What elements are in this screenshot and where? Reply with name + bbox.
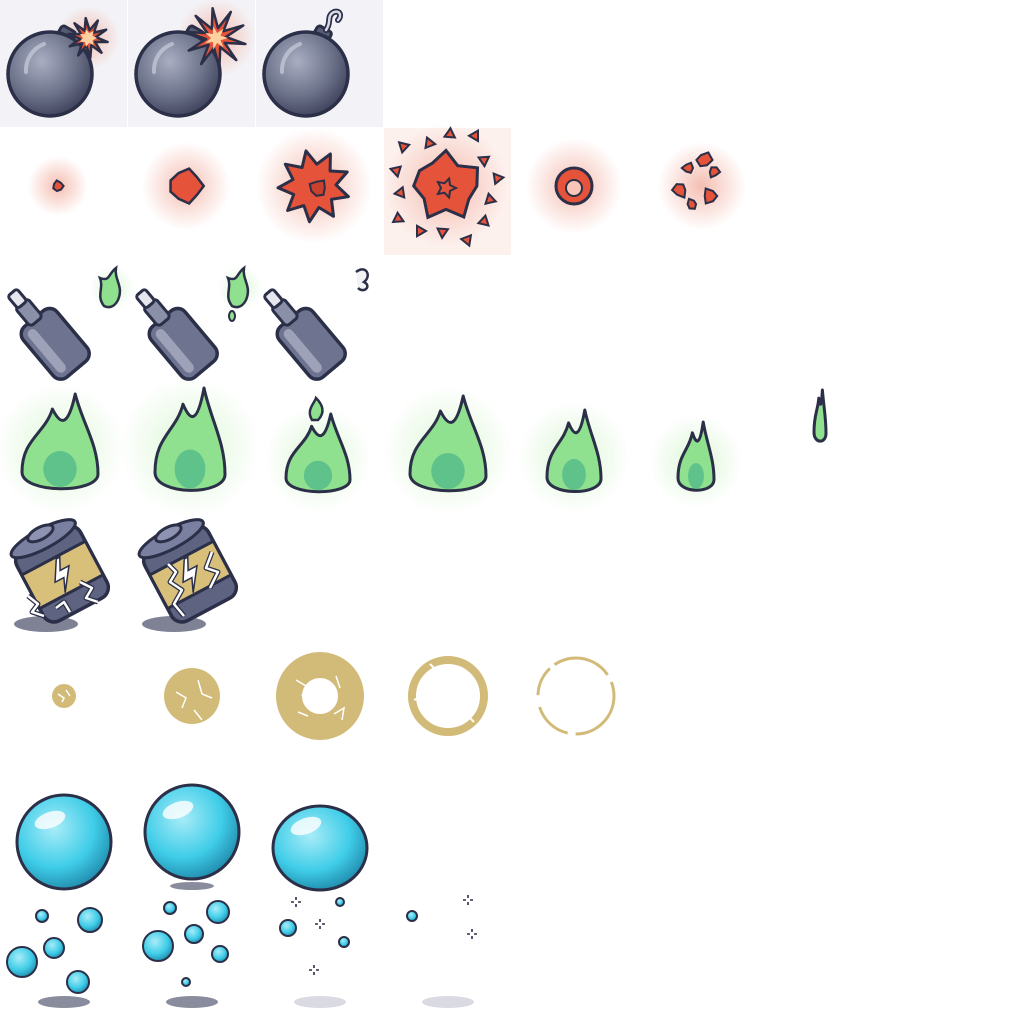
bomb-sprite (256, 0, 383, 127)
electric-ring-frame-4 (384, 640, 512, 768)
bubble-frame-1 (0, 768, 128, 896)
battery-sprite (137, 518, 239, 632)
bubble-pop-sprite (6, 907, 103, 1008)
green-fire-frame-1 (0, 384, 128, 514)
explosion-frame-4 (384, 124, 512, 256)
bubble-pop-frame-2 (128, 896, 256, 1024)
green-fire-frame-7 (768, 384, 896, 512)
electric-ring-sprite (52, 684, 76, 708)
explosion-sprite (384, 124, 511, 255)
electric-ring-frame-5 (512, 640, 640, 768)
bubble-pop-sprite (279, 897, 350, 1008)
green-fire-sprite (0, 384, 125, 514)
bomb-frame-3 (256, 0, 384, 128)
battery-sprite (9, 518, 111, 632)
acid-bottle-frame-1 (0, 256, 134, 384)
explosion-sprite (256, 128, 372, 244)
explosion-sprite (658, 142, 746, 230)
green-fire-frame-6 (640, 384, 768, 512)
green-fire-frame-2 (119, 377, 261, 518)
explosion-frame-2 (128, 128, 256, 256)
bubble-sprite (15, 793, 113, 891)
electric-ring-sprite (164, 668, 220, 724)
electric-ring-frame-1 (0, 640, 128, 768)
electric-ring-sprite (276, 652, 364, 740)
explosion-sprite (28, 156, 88, 216)
explosion-sprite (142, 142, 230, 230)
bomb-sprite (0, 0, 127, 127)
green-fire-sprite (649, 414, 743, 509)
green-fire-frame-4 (383, 384, 513, 516)
acid-bottle-frame-3 (256, 256, 384, 384)
explosion-frame-6 (640, 128, 768, 256)
bubble-pop-sprite (406, 895, 477, 1008)
bubble-pop-sprite (142, 900, 230, 1008)
battery-frame-2 (128, 512, 256, 640)
explosion-sprite (526, 138, 622, 234)
bomb-frame-1 (0, 0, 128, 128)
electric-ring-sprite (536, 656, 616, 736)
explosion-frame-3 (256, 128, 384, 256)
bubble-frame-3 (256, 768, 384, 896)
green-fire-frame-5 (512, 384, 640, 514)
electric-ring-sprite (408, 656, 488, 736)
green-fire-sprite (264, 395, 372, 513)
explosion-frame-1 (0, 128, 128, 256)
bomb-sprite (128, 0, 256, 127)
green-fire-sprite (518, 401, 630, 514)
bubble-sprite (143, 783, 241, 890)
acid-bottle-sprite (263, 268, 369, 381)
bubble-sprite (271, 804, 369, 892)
green-fire-sprite (383, 386, 513, 516)
bomb-frame-2 (128, 0, 256, 128)
bubble-frame-2 (128, 768, 256, 896)
battery-frame-1 (0, 512, 128, 640)
bubble-pop-frame-1 (0, 896, 128, 1024)
green-fire-frame-3 (256, 384, 384, 513)
green-fire-sprite (812, 388, 828, 443)
electric-ring-frame-2 (128, 640, 256, 768)
electric-ring-frame-3 (256, 640, 384, 768)
bubble-pop-frame-4 (384, 895, 512, 1024)
bubble-pop-frame-3 (256, 896, 384, 1024)
acid-bottle-sprite (135, 265, 262, 381)
green-fire-sprite (119, 377, 261, 518)
explosion-frame-5 (512, 128, 640, 256)
acid-bottle-frame-2 (128, 256, 262, 384)
acid-bottle-sprite (7, 265, 134, 381)
